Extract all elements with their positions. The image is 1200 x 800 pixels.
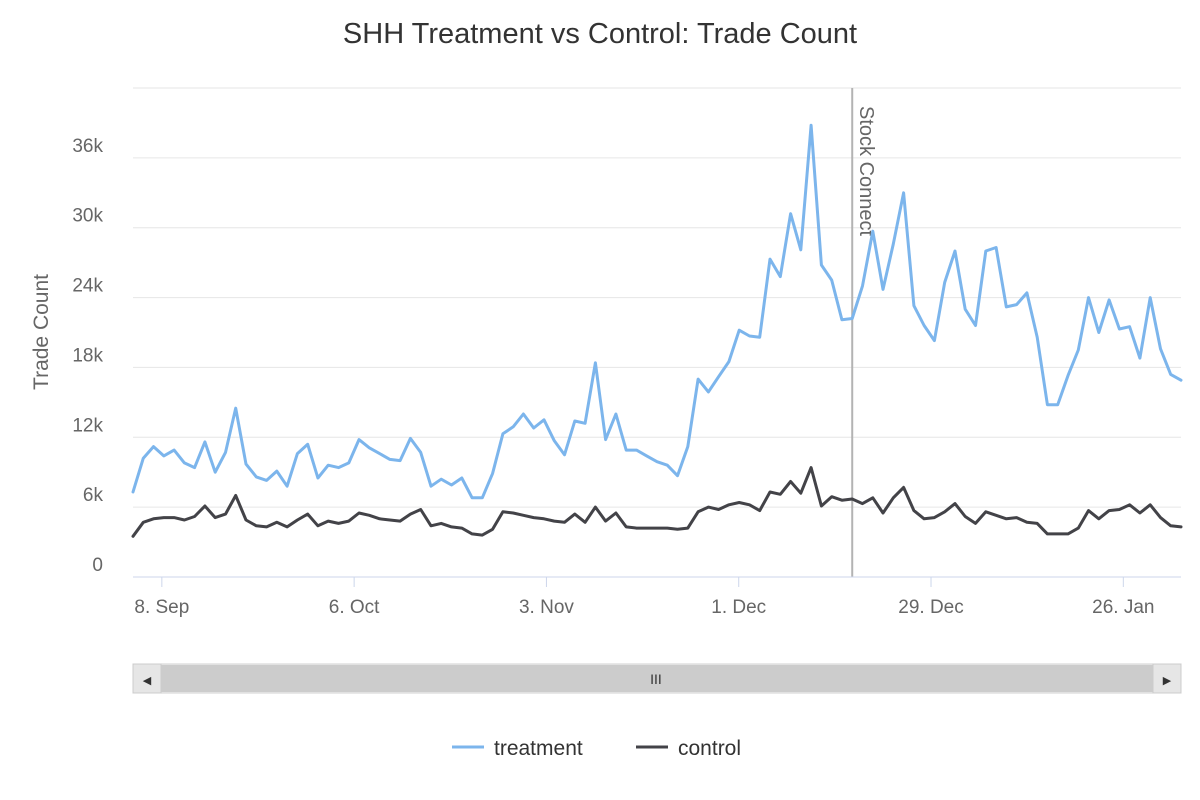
stock-connect-marker: Stock Connect <box>851 88 877 577</box>
x-tick-label: 8. Sep <box>134 597 189 618</box>
x-tick-label: 26. Jan <box>1092 597 1154 618</box>
y-tick-label: 36k <box>72 136 103 157</box>
y-tick-label: 18k <box>72 345 103 366</box>
y-tick-labels: 0 6k 12k 18k 24k 30k 36k <box>72 136 103 576</box>
scrollbar-thumb[interactable] <box>161 665 1153 692</box>
legend-item-control[interactable]: control <box>636 737 741 760</box>
x-tick-label: 6. Oct <box>329 597 380 618</box>
y-tick-label: 24k <box>72 276 103 297</box>
legend-label: control <box>678 737 741 760</box>
series-line-control[interactable] <box>131 466 1183 538</box>
legend-label: treatment <box>494 737 583 760</box>
chart-title: SHH Treatment vs Control: Trade Count <box>343 18 857 50</box>
y-tick-label: 6k <box>83 485 104 506</box>
navigator-scrollbar[interactable]: ◀ ▶ III <box>132 663 1182 694</box>
y-tick-label: 12k <box>72 415 103 436</box>
stock-connect-label: Stock Connect <box>855 106 877 237</box>
x-tick-label: 1. Dec <box>711 597 766 618</box>
scrollbar-grip-icon[interactable]: III <box>650 671 662 687</box>
x-tick-label: 3. Nov <box>519 597 574 618</box>
chevron-right-icon: ▶ <box>1163 675 1172 687</box>
scrollbar-right-button[interactable] <box>1152 663 1182 694</box>
x-tick-label: 29. Dec <box>898 597 963 618</box>
y-grid <box>133 87 1181 508</box>
chevron-left-icon: ◀ <box>143 675 152 687</box>
legend-item-treatment[interactable]: treatment <box>452 737 583 760</box>
y-axis-title: Trade Count <box>30 274 53 390</box>
y-tick-label: 0 <box>92 555 103 576</box>
series-line-treatment[interactable] <box>131 123 1183 500</box>
legend: treatment control <box>452 737 741 760</box>
y-tick-label: 30k <box>72 206 103 227</box>
series-lines[interactable] <box>131 123 1183 538</box>
scrollbar-left-button[interactable] <box>132 663 162 694</box>
x-tick-labels: 8. Sep 6. Oct 3. Nov 1. Dec 29. Dec 26. Jan <box>134 577 1154 618</box>
